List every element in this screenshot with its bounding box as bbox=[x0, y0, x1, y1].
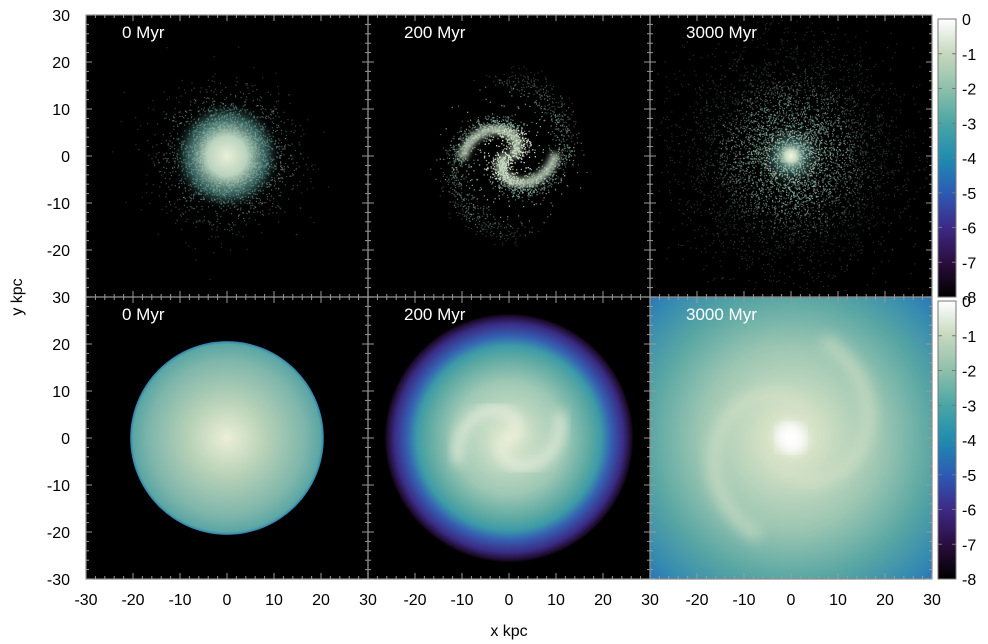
y-tick-label: -10 bbox=[47, 478, 70, 495]
x-tick-label: -30 bbox=[74, 592, 97, 609]
colorbar-tick-label: -5 bbox=[962, 186, 976, 203]
colorbar-tick-label: 0 bbox=[962, 12, 971, 29]
colorbar-tick-label: -4 bbox=[962, 433, 976, 450]
x-tick-label: 0 bbox=[223, 592, 232, 609]
panel-particles-disk-0-0 bbox=[86, 15, 368, 297]
colorbar-bottom: 0 -1 -2 -3 -4 -5 -6 -7 -8 bbox=[937, 294, 976, 589]
spiral-arms bbox=[457, 124, 561, 188]
x-tick-label: 0 bbox=[505, 592, 514, 609]
panel-grid-spiral-1-1 bbox=[368, 297, 650, 579]
bright-core bbox=[776, 423, 806, 453]
bulge-core bbox=[753, 118, 829, 194]
colorbar-tick-label: -3 bbox=[962, 398, 976, 415]
colorbar-tick-label: -5 bbox=[962, 468, 976, 485]
colorbar-tick-label: -7 bbox=[962, 537, 976, 554]
panel-grid-dispersed-1-2 bbox=[650, 297, 932, 579]
colorbar-tick-label: -1 bbox=[962, 47, 976, 64]
y-tick-label: -20 bbox=[47, 525, 70, 542]
colorbar-tick-label: -2 bbox=[962, 364, 976, 381]
panel-time-label: 3000 Myr bbox=[686, 23, 757, 42]
panel-time-label: 200 Myr bbox=[404, 305, 466, 324]
panel-time-label: 0 Myr bbox=[122, 23, 165, 42]
colorbar-tick-label: -6 bbox=[962, 503, 976, 520]
y-tick-label: -30 bbox=[47, 572, 70, 589]
x-tick-label: -10 bbox=[732, 592, 755, 609]
x-tick-label: 10 bbox=[265, 592, 283, 609]
disk-core bbox=[170, 99, 284, 213]
x-tick-label: -20 bbox=[685, 592, 708, 609]
density-field bbox=[650, 297, 932, 579]
y-tick-label: 0 bbox=[61, 431, 70, 448]
colorbar-tick-label: -7 bbox=[962, 255, 976, 272]
x-tick-label: 30 bbox=[923, 592, 941, 609]
colorbar-tick-label: 0 bbox=[962, 294, 971, 311]
panel-particles-spiral-0-1 bbox=[368, 15, 650, 297]
x-tick-label: 20 bbox=[876, 592, 894, 609]
y-tick-label: 10 bbox=[52, 384, 70, 401]
x-axis-title: x kpc bbox=[490, 623, 527, 640]
y-tick-label: 0 bbox=[61, 149, 70, 166]
x-tick-label: 0 bbox=[787, 592, 796, 609]
panel-time-label: 3000 Myr bbox=[686, 305, 757, 324]
y-axis-title: y kpc bbox=[9, 278, 26, 315]
colorbar-tick-label: -3 bbox=[962, 116, 976, 133]
x-tick-label: -10 bbox=[450, 592, 473, 609]
x-tick-label: 20 bbox=[312, 592, 330, 609]
colorbar-tick-label: -2 bbox=[962, 82, 976, 99]
y-tick-label: 10 bbox=[52, 102, 70, 119]
colorbar-tick-label: -8 bbox=[962, 290, 976, 307]
x-tick-label: 10 bbox=[829, 592, 847, 609]
colorbar-top: 0 -1 -2 -3 -4 -5 -6 -7 -8 bbox=[937, 12, 976, 307]
y-tick-label: -10 bbox=[47, 196, 70, 213]
density-field bbox=[130, 341, 324, 535]
x-tick-label: 20 bbox=[594, 592, 612, 609]
panel-grid-disk-1-0 bbox=[86, 297, 368, 579]
x-tick-label: 30 bbox=[359, 592, 377, 609]
panel-time-label: 0 Myr bbox=[122, 305, 165, 324]
y-tick-label: 20 bbox=[52, 55, 70, 72]
colorbar-tick-label: -4 bbox=[962, 151, 976, 168]
panel-time-label: 200 Myr bbox=[404, 23, 466, 42]
x-tick-label: -20 bbox=[121, 592, 144, 609]
x-tick-label: -10 bbox=[168, 592, 191, 609]
colorbar-tick-label: -8 bbox=[962, 572, 976, 589]
y-tick-label: 30 bbox=[52, 290, 70, 307]
colorbar-tick-label: -1 bbox=[962, 329, 976, 346]
y-tick-label: -20 bbox=[47, 243, 70, 260]
x-tick-label: 30 bbox=[641, 592, 659, 609]
x-tick-label: 10 bbox=[547, 592, 565, 609]
colorbar-tick-label: -6 bbox=[962, 221, 976, 238]
panel-particles-dispersed-0-2 bbox=[650, 15, 932, 297]
x-tick-label: -20 bbox=[403, 592, 426, 609]
y-tick-label: 20 bbox=[52, 337, 70, 354]
density-field bbox=[384, 313, 634, 563]
y-tick-label: 30 bbox=[52, 8, 70, 25]
